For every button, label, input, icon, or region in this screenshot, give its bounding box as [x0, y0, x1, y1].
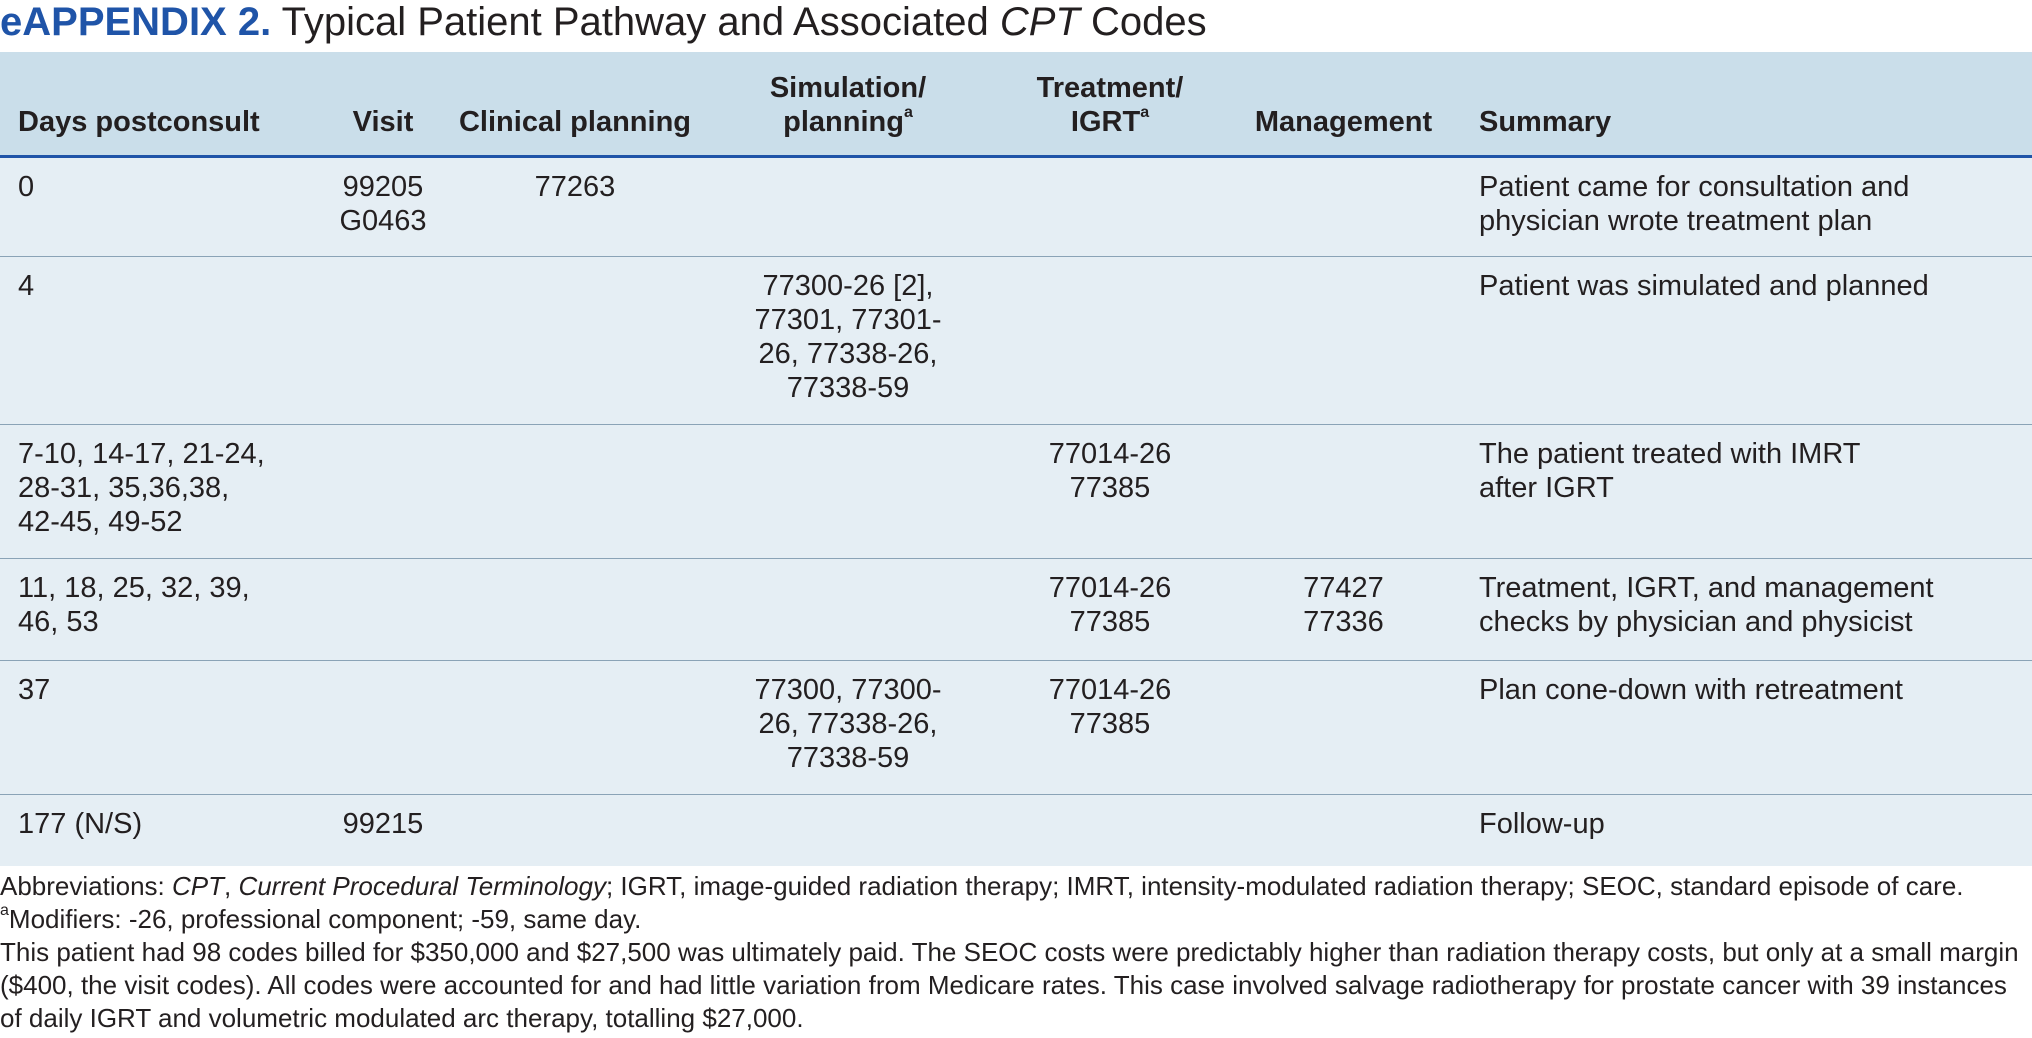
- cell-clinical-planning: [448, 660, 702, 795]
- cell-visit: [318, 660, 448, 795]
- table-row: 4 77300-26 [2], 77301, 77301- 26, 77338-…: [0, 256, 2032, 425]
- footnote-marker: a: [903, 103, 913, 121]
- table-title: eAPPENDIX 2. Typical Patient Pathway and…: [0, 0, 2032, 50]
- cell-days: 0: [0, 156, 318, 257]
- cell-summary: Treatment, IGRT, and management checks b…: [1461, 558, 2032, 661]
- cell-days: 177 (N/S): [18, 807, 143, 840]
- header-management: Management: [1226, 52, 1461, 158]
- header-days: Days postconsult: [0, 52, 318, 158]
- cell-treatment-igrt: 77014-26 77385: [994, 558, 1226, 661]
- table-footnotes: Abbreviations: CPT, Current Procedural T…: [0, 870, 2032, 1035]
- table-row: 0 99205 G0463 77263 Patient came for con…: [0, 156, 2032, 257]
- cell-clinical-planning: [448, 256, 702, 425]
- patient-pathway-table: Days postconsult Visit Clinical planning…: [0, 52, 2032, 860]
- abbreviations-note: Abbreviations: CPT, Current Procedural T…: [0, 871, 1964, 901]
- cell-management: [1226, 156, 1461, 257]
- cell-visit: [318, 256, 448, 425]
- cell-treatment-igrt: [994, 256, 1226, 425]
- cell-clinical-planning: [448, 794, 702, 860]
- header-visit: Visit: [318, 52, 448, 158]
- cell-summary: Patient came for consultation and physic…: [1461, 156, 2032, 257]
- title-text-italic: CPT: [999, 0, 1080, 44]
- cell-treatment-igrt: [994, 794, 1226, 860]
- cell-treatment-igrt: 77014-26 77385: [994, 424, 1226, 559]
- table-row: 7-10, 14-17, 21-24, 28-31, 35,36,38, 42-…: [0, 424, 2032, 559]
- footnote-marker: a: [1140, 103, 1150, 121]
- footnote-marker: a: [0, 902, 9, 919]
- cell-management: [1226, 424, 1461, 559]
- cell-clinical-planning: [448, 558, 702, 661]
- cell-treatment-igrt: [994, 156, 1226, 257]
- cell-visit: [318, 424, 448, 559]
- title-text-pre: Typical Patient Pathway and Associated: [281, 0, 989, 44]
- cell-days: 37: [0, 660, 318, 795]
- modifiers-note: aModifiers: -26, professional component;…: [0, 902, 642, 935]
- cell-summary: Patient was simulated and planned: [1461, 256, 2032, 425]
- cell-simulation-planning: [702, 424, 994, 559]
- cell-days: 11, 18, 25, 32, 39, 46, 53: [0, 558, 318, 661]
- cell-simulation-planning: [702, 794, 994, 860]
- cell-management: 77427 77336: [1226, 558, 1461, 661]
- cell-management: [1226, 660, 1461, 795]
- cell-treatment-igrt: 77014-26 77385: [994, 660, 1226, 795]
- cell-summary: The patient treated with IMRT after IGRT: [1461, 424, 2032, 559]
- cell-summary: Plan cone-down with retreatment: [1461, 660, 2032, 795]
- cell-clinical-planning: 77263: [448, 156, 702, 257]
- cell-days: 4: [0, 256, 318, 425]
- cell-simulation-planning: 77300, 77300- 26, 77338-26, 77338-59: [702, 660, 994, 795]
- header-simulation-planning: Simulation/ planninga: [702, 52, 994, 158]
- header-clinical-planning: Clinical planning: [448, 52, 702, 158]
- cell-visit: 99205 G0463: [318, 156, 448, 257]
- cell-clinical-planning: [448, 424, 702, 559]
- title-text-post: Codes: [1090, 0, 1207, 44]
- cell-summary: Follow-up: [1479, 807, 1605, 840]
- table-header-row: Days postconsult Visit Clinical planning…: [0, 52, 2032, 158]
- header-treatment-igrt: Treatment/ IGRTa: [994, 52, 1226, 158]
- cell-visit: [318, 558, 448, 661]
- cell-visit: 99215: [342, 807, 424, 840]
- cell-simulation-planning: [702, 558, 994, 661]
- cell-simulation-planning: 77300-26 [2], 77301, 77301- 26, 77338-26…: [702, 256, 994, 425]
- appendix-label: eAPPENDIX 2.: [0, 0, 272, 44]
- table-row: 177 (N/S) 99215 Follow-up: [0, 794, 2032, 860]
- case-summary-note: This patient had 98 codes billed for $35…: [0, 937, 2019, 1033]
- header-summary: Summary: [1461, 52, 2032, 158]
- cell-management: [1226, 256, 1461, 425]
- cell-management: [1226, 794, 1461, 860]
- cell-days: 7-10, 14-17, 21-24, 28-31, 35,36,38, 42-…: [0, 424, 318, 559]
- cell-simulation-planning: [702, 156, 994, 257]
- table-container: Days postconsult Visit Clinical planning…: [0, 52, 2032, 866]
- table-row: 37 77300, 77300- 26, 77338-26, 77338-59 …: [0, 660, 2032, 795]
- table-row: 11, 18, 25, 32, 39, 46, 53 77014-26 7738…: [0, 558, 2032, 661]
